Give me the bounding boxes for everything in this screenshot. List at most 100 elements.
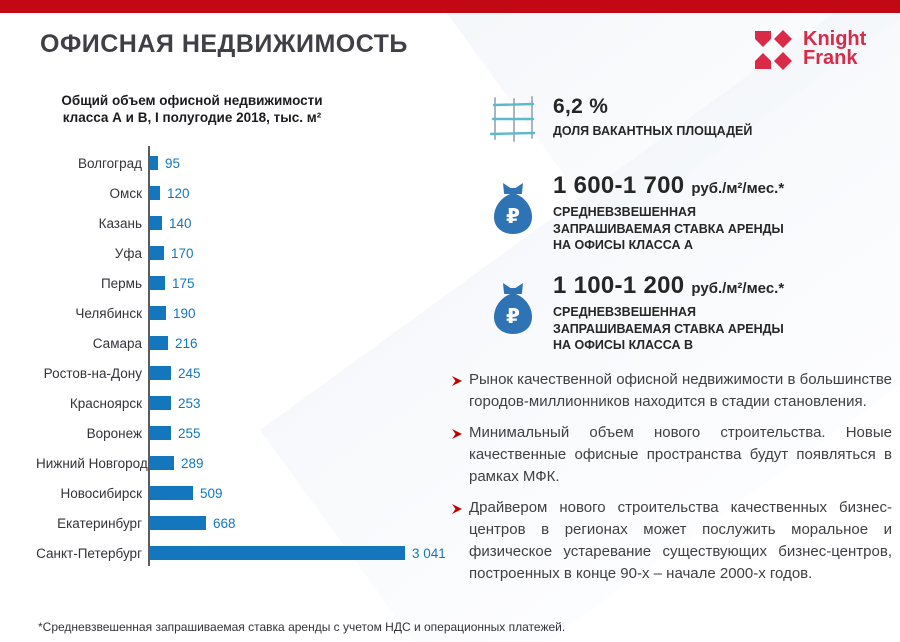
bullet-text: Драйвером нового строительства качествен… bbox=[469, 499, 892, 582]
chart-bar bbox=[150, 546, 405, 560]
chart-row: Красноярск 253 bbox=[36, 388, 460, 418]
stat-rent-class-a: ₽ 1 600-1 700 руб./м²/мес.* СРЕДНЕВЗВЕШЕН… bbox=[487, 172, 784, 254]
chart-value-label: 255 bbox=[178, 425, 201, 441]
stat-caption-line: СРЕДНЕВЗВЕШЕННАЯ bbox=[553, 305, 696, 319]
chart-value-label: 245 bbox=[178, 365, 201, 381]
chart-value-label: 668 bbox=[213, 515, 236, 531]
chart-category-label: Екатеринбург bbox=[57, 515, 142, 531]
chart-bar bbox=[150, 486, 193, 500]
chart-category-label: Омск bbox=[109, 185, 142, 201]
chart-category-label: Казань bbox=[98, 215, 142, 231]
grid-icon bbox=[487, 95, 539, 143]
chart-category-label: Ростов-на-Дону bbox=[43, 365, 142, 381]
stat-body: 6,2 % ДОЛЯ ВАКАНТНЫХ ПЛОЩАДЕЙ bbox=[553, 95, 752, 140]
chart-row: Воронеж 255 bbox=[36, 418, 460, 448]
stat-caption-line: СРЕДНЕВЗВЕШЕННАЯ bbox=[553, 205, 696, 219]
stat-value: 6,2 % bbox=[553, 95, 752, 119]
bullet-arrow-icon bbox=[452, 427, 469, 488]
chart-bar bbox=[150, 516, 206, 530]
stat-unit: руб./м²/мес.* bbox=[691, 280, 785, 297]
stat-number: 1 100-1 200 bbox=[553, 272, 685, 299]
chart-bar bbox=[150, 156, 158, 170]
chart-title: Общий объем офисной недвижимости класса … bbox=[36, 92, 348, 126]
stat-caption-line: ДОЛЯ ВАКАНТНЫХ ПЛОЩАДЕЙ bbox=[553, 124, 753, 138]
footnote: *Средневзвешенная запрашиваемая ставка а… bbox=[38, 620, 566, 634]
chart-row: Волгоград 95 bbox=[36, 148, 460, 178]
stat-caption-line: НА ОФИСЫ КЛАССА А bbox=[553, 238, 694, 252]
chart-bar bbox=[150, 456, 174, 470]
chart-category-label: Красноярск bbox=[69, 395, 142, 411]
chart-value-label: 289 bbox=[181, 455, 204, 471]
bullet-item: Минимальный объем нового строительства. … bbox=[452, 422, 892, 488]
logo-line-2: Frank bbox=[803, 47, 858, 69]
stat-body: 1 600-1 700 руб./м²/мес.* СРЕДНЕВЗВЕШЕННА… bbox=[553, 172, 784, 254]
chart-value-label: 216 bbox=[175, 335, 198, 351]
stat-caption-line: ЗАПРАШИВАЕМАЯ СТАВКА АРЕНДЫ bbox=[553, 321, 784, 336]
chart-category-label: Волгоград bbox=[77, 155, 142, 171]
chart-value-label: 253 bbox=[178, 395, 201, 411]
bullet-arrow-icon bbox=[452, 374, 469, 413]
bullet-item: Рынок качественной офисной недвижимости … bbox=[452, 369, 892, 413]
chart-row: Ростов-на-Дону 245 bbox=[36, 358, 460, 388]
stat-number: 1 600-1 700 bbox=[553, 172, 685, 199]
chart-row: Омск 120 bbox=[36, 178, 460, 208]
chart-value-label: 170 bbox=[171, 245, 194, 261]
chart-bar bbox=[150, 186, 160, 200]
svg-text:₽: ₽ bbox=[506, 304, 520, 328]
chart-axis-line bbox=[148, 146, 150, 566]
chart-bar bbox=[150, 216, 162, 230]
chart-category-label: Санкт-Петербург bbox=[36, 545, 142, 561]
chart-value-label: 95 bbox=[165, 155, 181, 171]
stat-value: 1 600-1 700 руб./м²/мес.* bbox=[553, 172, 784, 200]
bullet-item: Драйвером нового строительства качествен… bbox=[452, 497, 892, 585]
chart-value-label: 120 bbox=[167, 185, 190, 201]
logo-line-1: Knight bbox=[803, 28, 867, 50]
chart-value-label: 3 041 bbox=[412, 545, 446, 561]
stat-caption-line: ЗАПРАШИВАЕМАЯ СТАВКА АРЕНДЫ bbox=[553, 221, 784, 236]
chart-row: Нижний Новгород 289 bbox=[36, 448, 460, 478]
chart-row: Казань 140 bbox=[36, 208, 460, 238]
chart-value-label: 140 bbox=[169, 215, 192, 231]
chart-row: Пермь 175 bbox=[36, 268, 460, 298]
chart-value-label: 175 bbox=[172, 275, 195, 291]
chart-bar bbox=[150, 336, 168, 350]
money-bag-icon: ₽ bbox=[487, 172, 539, 236]
chart-category-label: Уфа bbox=[114, 245, 142, 261]
stat-caption: СРЕДНЕВЗВЕШЕННАЯ ЗАПРАШИВАЕМАЯ СТАВКА АРЕ… bbox=[553, 304, 784, 354]
svg-text:₽: ₽ bbox=[506, 204, 520, 228]
stat-caption-line: НА ОФИСЫ КЛАССА В bbox=[553, 338, 694, 352]
chart-row: Екатеринбург 668 bbox=[36, 508, 460, 538]
top-accent-bar bbox=[0, 0, 900, 13]
knight-frank-logo: Knight Frank bbox=[753, 29, 866, 76]
chart-bar bbox=[150, 396, 171, 410]
chart-bar bbox=[150, 276, 165, 290]
chart-category-label: Пермь bbox=[100, 275, 142, 291]
chart-category-label: Нижний Новгород bbox=[36, 455, 148, 471]
chart-title-line-2: класса А и В, I полугодие 2018, тыс. м² bbox=[62, 110, 322, 125]
bullet-text: Минимальный объем нового строительства. … bbox=[469, 424, 892, 485]
chart-row: Новосибирск 509 bbox=[36, 478, 460, 508]
chart-category-label: Челябинск bbox=[75, 305, 142, 321]
stat-value: 1 100-1 200 руб./м²/мес.* bbox=[553, 272, 784, 300]
chart-category-label: Воронеж bbox=[86, 425, 142, 441]
stat-caption: СРЕДНЕВЗВЕШЕННАЯ ЗАПРАШИВАЕМАЯ СТАВКА АРЕ… bbox=[553, 204, 784, 254]
bar-chart: Волгоград 95 Омск 120 Казань 140 Уфа 170 Пермь 17… bbox=[36, 148, 460, 568]
chart-title-line-1: Общий объем офисной недвижимости bbox=[61, 93, 323, 108]
chart-bar bbox=[150, 366, 171, 380]
page-title: ОФИСНАЯ НЕДВИЖИМОСТЬ bbox=[40, 30, 408, 58]
stat-body: 1 100-1 200 руб./м²/мес.* СРЕДНЕВЗВЕШЕННА… bbox=[553, 272, 784, 354]
chart-category-label: Самара bbox=[92, 335, 142, 351]
bullet-arrow-icon bbox=[452, 502, 469, 585]
chart-category-label: Новосибирск bbox=[60, 485, 142, 501]
money-bag-icon: ₽ bbox=[487, 272, 539, 336]
stat-unit: руб./м²/мес.* bbox=[691, 180, 785, 197]
chart-bar bbox=[150, 246, 164, 260]
stat-vacancy-rate: 6,2 % ДОЛЯ ВАКАНТНЫХ ПЛОЩАДЕЙ bbox=[487, 95, 752, 143]
chart-value-label: 509 bbox=[200, 485, 223, 501]
chart-value-label: 190 bbox=[173, 305, 196, 321]
chart-row: Челябинск 190 bbox=[36, 298, 460, 328]
chart-bar bbox=[150, 426, 171, 440]
stat-rent-class-b: ₽ 1 100-1 200 руб./м²/мес.* СРЕДНЕВЗВЕШЕН… bbox=[487, 272, 784, 354]
